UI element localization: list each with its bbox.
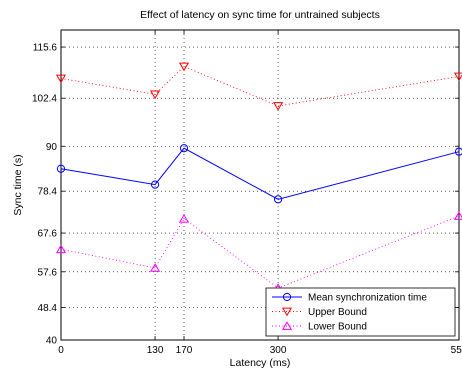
x-tick-label: 300 <box>270 345 287 356</box>
x-tick-label: 0 <box>58 345 64 356</box>
y-axis-label: Sync time (s) <box>12 154 24 215</box>
y-tick-label: 90 <box>46 142 58 153</box>
data-point <box>55 74 67 84</box>
x-tick-label: 550 <box>451 345 462 356</box>
data-point <box>178 213 190 223</box>
series-triangle-down <box>55 62 462 111</box>
data-point <box>273 195 283 204</box>
data-point <box>56 164 66 173</box>
y-tick-label: 57.6 <box>38 267 58 278</box>
legend-label: Mean synchronization time <box>308 293 427 304</box>
x-axis-label: Latency (ms) <box>230 357 291 369</box>
series-line <box>60 215 460 289</box>
data-point <box>453 211 462 220</box>
legend-label: Lower Bound <box>308 322 367 333</box>
data-point <box>454 147 462 156</box>
data-point <box>149 90 161 100</box>
legend-marker <box>281 321 293 330</box>
y-tick-label: 67.6 <box>38 229 58 240</box>
series-line <box>60 65 460 107</box>
legend-label: Upper Bound <box>308 307 367 318</box>
series-layer <box>55 62 462 292</box>
plot-border <box>60 29 460 341</box>
legend-marker <box>282 292 292 302</box>
data-point <box>453 72 462 82</box>
series-line <box>60 147 460 200</box>
data-point <box>179 144 189 153</box>
y-tick-label: 102.4 <box>32 94 57 105</box>
data-point <box>55 244 67 254</box>
legend-marker <box>281 307 293 317</box>
data-point <box>178 62 190 72</box>
legend: Mean synchronization time Upper Bound Lowe… <box>265 287 456 337</box>
data-point <box>150 180 160 189</box>
data-point <box>273 102 284 111</box>
y-tick-label: 48.4 <box>38 303 58 314</box>
series-circle <box>56 144 462 204</box>
x-tick-label: 130 <box>147 345 164 356</box>
y-tick-label: 40 <box>46 336 58 347</box>
x-tick-label: 170 <box>176 345 193 356</box>
chart-title: Effect of latency on sync time for untra… <box>140 9 380 21</box>
data-point <box>149 263 161 272</box>
y-tick-label: 115.6 <box>33 43 58 54</box>
y-tick-label: 78.4 <box>38 187 58 198</box>
